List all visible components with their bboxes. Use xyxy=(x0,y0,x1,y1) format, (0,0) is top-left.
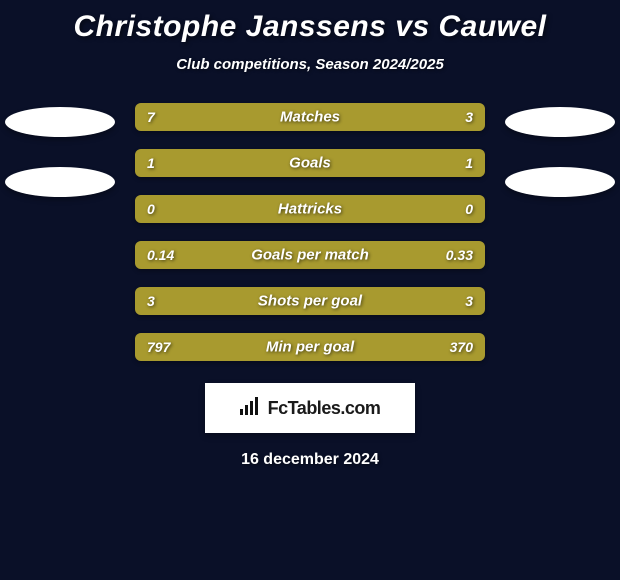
left-avatar-column xyxy=(5,103,115,197)
right-value: 3 xyxy=(465,293,473,309)
avatar-placeholder xyxy=(5,167,115,197)
right-value: 0 xyxy=(465,201,473,217)
logo: FcTables.com xyxy=(205,383,415,433)
right-value: 370 xyxy=(450,339,473,355)
stat-row: Goals per match 0.14 0.33 xyxy=(135,241,485,269)
left-value: 797 xyxy=(147,339,170,355)
left-bar xyxy=(135,149,310,177)
avatar-placeholder xyxy=(505,167,615,197)
stat-row: Goals 1 1 xyxy=(135,149,485,177)
left-value: 0.14 xyxy=(147,247,174,263)
avatar-placeholder xyxy=(505,107,615,137)
page-title: Christophe Janssens vs Cauwel xyxy=(0,10,620,44)
subtitle: Club competitions, Season 2024/2025 xyxy=(0,56,620,73)
chart-icon xyxy=(240,397,262,420)
stat-row: Min per goal 797 370 xyxy=(135,333,485,361)
stat-label: Shots per goal xyxy=(258,293,362,310)
logo-text: FcTables.com xyxy=(268,398,381,419)
stat-label: Min per goal xyxy=(266,339,354,356)
right-value: 3 xyxy=(465,109,473,125)
right-avatar-column xyxy=(505,103,615,197)
left-value: 0 xyxy=(147,201,155,217)
infographic-container: Christophe Janssens vs Cauwel Club compe… xyxy=(0,0,620,469)
stat-row: Matches 7 3 xyxy=(135,103,485,131)
right-value: 0.33 xyxy=(446,247,473,263)
date: 16 december 2024 xyxy=(0,451,620,469)
stat-row: Shots per goal 3 3 xyxy=(135,287,485,315)
left-value: 1 xyxy=(147,155,155,171)
stat-label: Goals per match xyxy=(251,247,369,264)
right-bar xyxy=(310,149,485,177)
avatar-placeholder xyxy=(5,107,115,137)
right-value: 1 xyxy=(465,155,473,171)
left-value: 7 xyxy=(147,109,155,125)
stat-label: Goals xyxy=(289,155,331,172)
stat-label: Matches xyxy=(280,109,340,126)
stat-row: Hattricks 0 0 xyxy=(135,195,485,223)
stat-label: Hattricks xyxy=(278,201,342,218)
left-bar xyxy=(135,103,380,131)
comparison-bars: Matches 7 3 Goals 1 1 Hattricks 0 0 Goals per mat… xyxy=(135,103,485,361)
left-value: 3 xyxy=(147,293,155,309)
main-area: Matches 7 3 Goals 1 1 Hattricks 0 0 Goals per mat… xyxy=(0,103,620,361)
